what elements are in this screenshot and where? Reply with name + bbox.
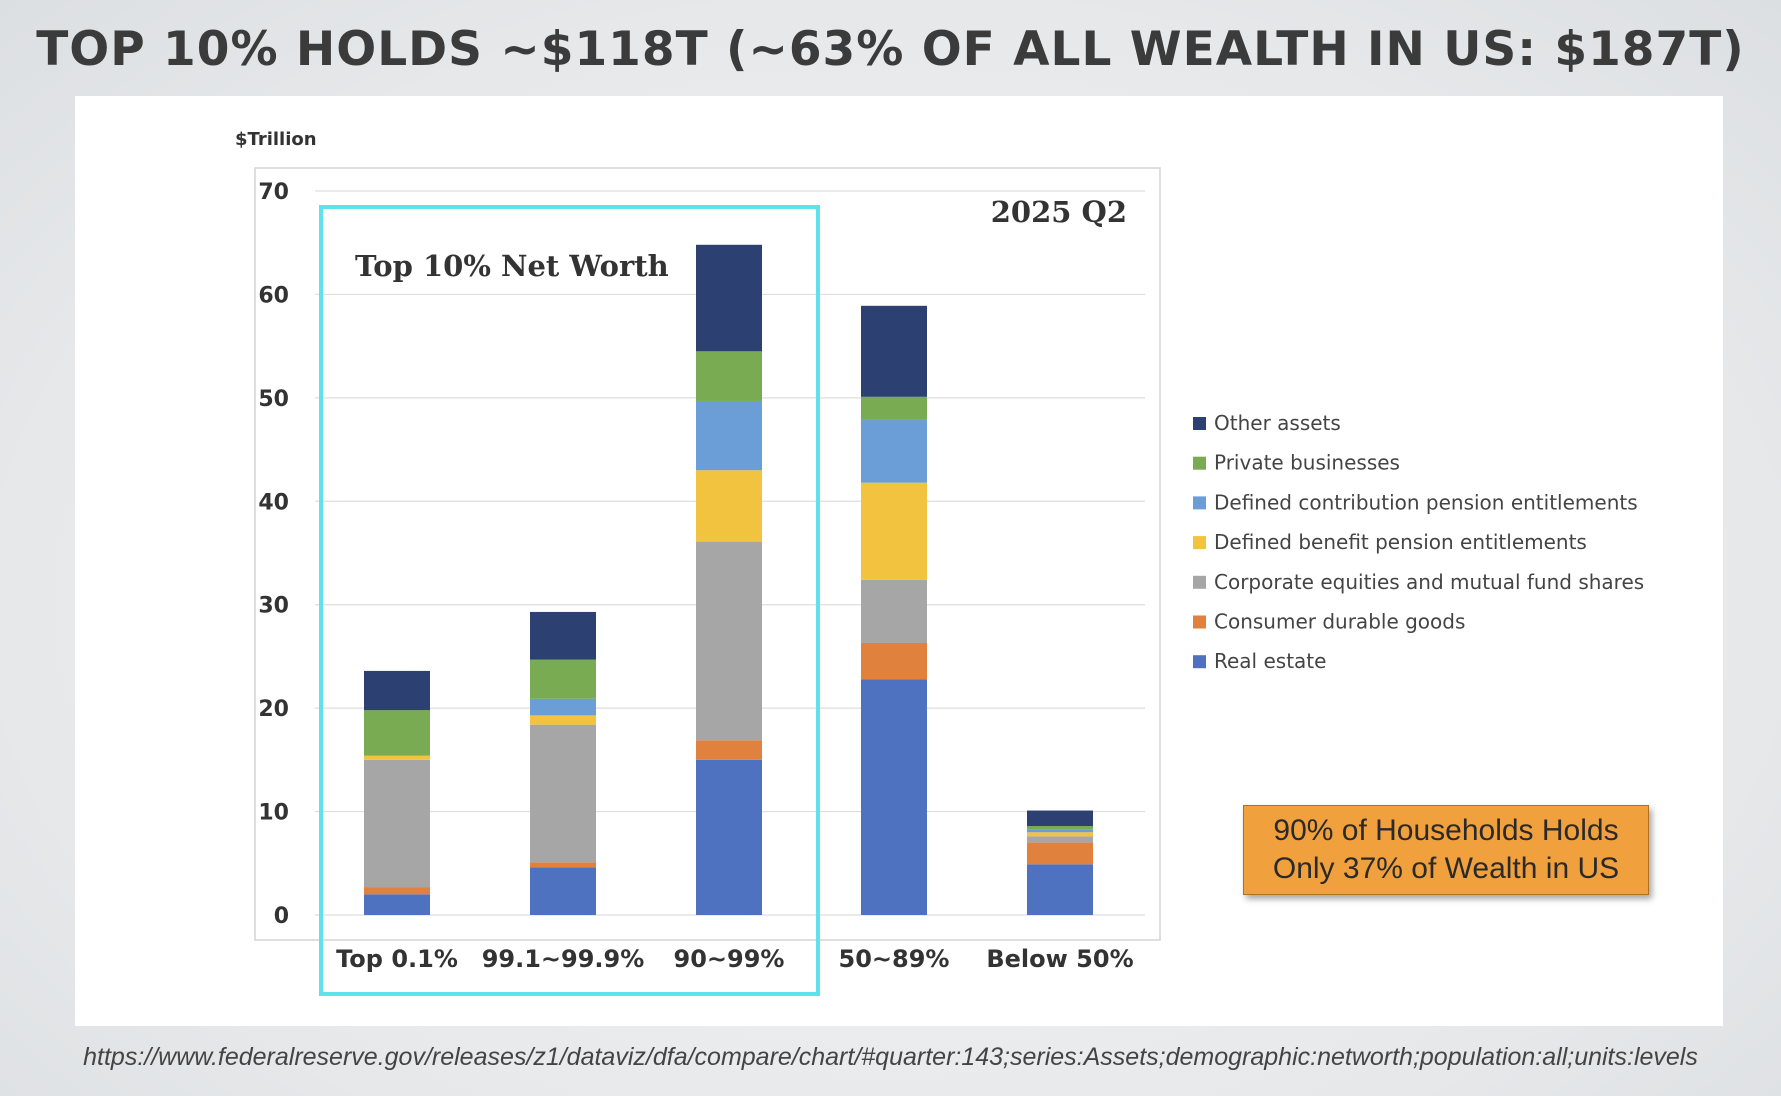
- legend-swatch: [1193, 536, 1206, 550]
- bar-segment: [1027, 842, 1093, 865]
- y-tick-label: 40: [258, 490, 289, 515]
- chart-panel: $Trillion 0 10 20 30 40 50 60 70 Top 0.1% 99.1~9…: [75, 96, 1723, 1026]
- callout-line-2: Only 37% of Wealth in US: [1272, 852, 1620, 885]
- category-label: 50~89%: [839, 945, 950, 973]
- bar-segment: [364, 887, 430, 895]
- top-10-net-worth-label: Top 10% Net Worth: [355, 249, 669, 283]
- bar-segment: [696, 244, 762, 352]
- bar-segment: [530, 867, 596, 915]
- legend-label: Defined contribution pension entitlement…: [1214, 490, 1638, 514]
- bar-segment: [1027, 810, 1093, 827]
- slide-title: TOP 10% HOLDS ~$118T (~63% OF ALL WEALTH…: [36, 22, 1745, 77]
- y-tick-label: 0: [274, 904, 289, 929]
- stacked-bar-chart: $Trillion 0 10 20 30 40 50 60 70 Top 0.1% 99.1~9…: [235, 129, 1644, 996]
- category-label: Below 50%: [986, 945, 1133, 973]
- callout-box: 90% of Households Holds Only 37% of Weal…: [1243, 805, 1649, 895]
- legend-label: Consumer durable goods: [1214, 610, 1465, 634]
- y-tick-label: 20: [258, 697, 289, 722]
- y-axis-unit-label: $Trillion: [235, 129, 317, 150]
- legend-swatch: [1193, 615, 1206, 629]
- legend-label: Defined benefit pension entitlements: [1214, 530, 1587, 554]
- legend-label: Corporate equities and mutual fund share…: [1214, 570, 1644, 594]
- source-url: https://www.federalreserve.gov/releases/…: [83, 1043, 1698, 1071]
- bar-segment: [861, 579, 927, 643]
- category-label: 90~99%: [674, 945, 785, 973]
- bar-segment: [530, 659, 596, 699]
- bar-segment: [364, 670, 430, 711]
- bar-segment: [861, 679, 927, 915]
- bar-segment: [364, 710, 430, 756]
- legend-swatch: [1193, 655, 1206, 669]
- bar-segment: [1027, 829, 1093, 833]
- bar-segment: [696, 470, 762, 542]
- bar-segment: [364, 755, 430, 760]
- legend-swatch: [1193, 575, 1206, 589]
- legend-label: Private businesses: [1214, 451, 1400, 475]
- bar-segment: [530, 724, 596, 863]
- y-tick-label: 10: [258, 801, 289, 826]
- bar-segment: [530, 698, 596, 716]
- legend-swatch: [1193, 417, 1206, 430]
- category-label: Top 0.1%: [336, 945, 458, 973]
- bar-segment: [530, 611, 596, 660]
- y-tick-labels: 0 10 20 30 40 50 60 70: [258, 180, 289, 929]
- bar-segment: [364, 759, 430, 888]
- legend-label: Real estate: [1214, 649, 1326, 673]
- period-label: 2025 Q2: [991, 195, 1127, 229]
- y-tick-label: 30: [258, 594, 289, 619]
- bar-segment: [530, 862, 596, 868]
- bars: [364, 244, 1093, 915]
- y-tick-label: 60: [258, 283, 289, 308]
- category-label: 99.1~99.9%: [482, 945, 645, 973]
- bar-segment: [861, 305, 927, 397]
- y-tick-label: 70: [258, 180, 289, 205]
- bar-segment: [1027, 832, 1093, 837]
- legend-swatch: [1193, 456, 1206, 470]
- bar-segment: [696, 759, 762, 915]
- bar-segment: [696, 541, 762, 741]
- legend-label: Other assets: [1214, 411, 1341, 435]
- bar-segment: [364, 894, 430, 915]
- top-10-highlight-box: [319, 205, 820, 996]
- bar-segment: [861, 396, 927, 420]
- y-tick-label: 50: [258, 387, 289, 412]
- bar-segment: [1027, 826, 1093, 830]
- bar-segment: [696, 351, 762, 401]
- bar-segment: [1027, 864, 1093, 915]
- legend-swatch: [1193, 496, 1206, 510]
- callout-line-1: 90% of Households Holds: [1273, 814, 1619, 847]
- bar-segment: [861, 419, 927, 483]
- bar-segment: [696, 400, 762, 471]
- bar-segment: [861, 642, 927, 680]
- legend: Other assets Private businesses Defined co…: [1193, 411, 1644, 673]
- category-labels: Top 0.1% 99.1~99.9% 90~99% 50~89% Below 50%: [336, 945, 1134, 973]
- bar-segment: [861, 482, 927, 580]
- bar-segment: [530, 715, 596, 725]
- bar-segment: [696, 740, 762, 760]
- bar-segment: [1027, 836, 1093, 843]
